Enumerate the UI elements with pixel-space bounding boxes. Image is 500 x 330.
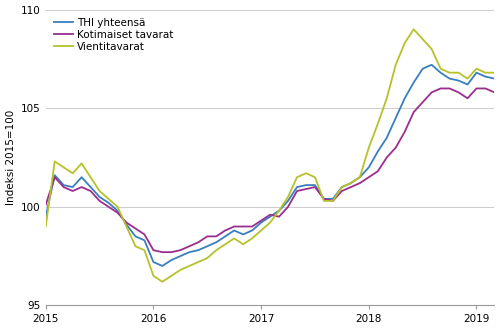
THI yhteensä: [428, 63, 434, 67]
Vientitavarat: [42, 224, 48, 228]
Vientitavarat: [160, 280, 166, 284]
Vientitavarat: [410, 27, 416, 31]
THI yhteensä: [348, 181, 354, 185]
Vientitavarat: [482, 71, 488, 75]
THI yhteensä: [375, 149, 381, 153]
THI yhteensä: [196, 248, 202, 252]
THI yhteensä: [482, 75, 488, 79]
THI yhteensä: [492, 77, 498, 81]
Legend: THI yhteensä, Kotimaiset tavarat, Vientitavarat: THI yhteensä, Kotimaiset tavarat, Vienti…: [51, 15, 176, 55]
THI yhteensä: [160, 264, 166, 268]
Kotimaiset tavarat: [375, 169, 381, 173]
Kotimaiset tavarat: [492, 90, 498, 94]
Vientitavarat: [186, 264, 192, 268]
Vientitavarat: [492, 71, 498, 75]
THI yhteensä: [42, 215, 48, 219]
Vientitavarat: [375, 122, 381, 126]
THI yhteensä: [142, 238, 148, 242]
Line: THI yhteensä: THI yhteensä: [46, 65, 494, 266]
Kotimaiset tavarat: [142, 232, 148, 236]
Kotimaiset tavarat: [42, 203, 48, 207]
Kotimaiset tavarat: [196, 240, 202, 244]
Kotimaiset tavarat: [186, 244, 192, 248]
Kotimaiset tavarat: [482, 86, 488, 90]
Y-axis label: Indeksi 2015=100: Indeksi 2015=100: [6, 110, 16, 205]
Kotimaiset tavarat: [348, 185, 354, 189]
Vientitavarat: [348, 181, 354, 185]
Vientitavarat: [142, 248, 148, 252]
Line: Vientitavarat: Vientitavarat: [46, 29, 494, 282]
Kotimaiset tavarat: [438, 86, 444, 90]
Line: Kotimaiset tavarat: Kotimaiset tavarat: [46, 88, 494, 252]
Vientitavarat: [196, 260, 202, 264]
Kotimaiset tavarat: [160, 250, 166, 254]
THI yhteensä: [186, 250, 192, 254]
